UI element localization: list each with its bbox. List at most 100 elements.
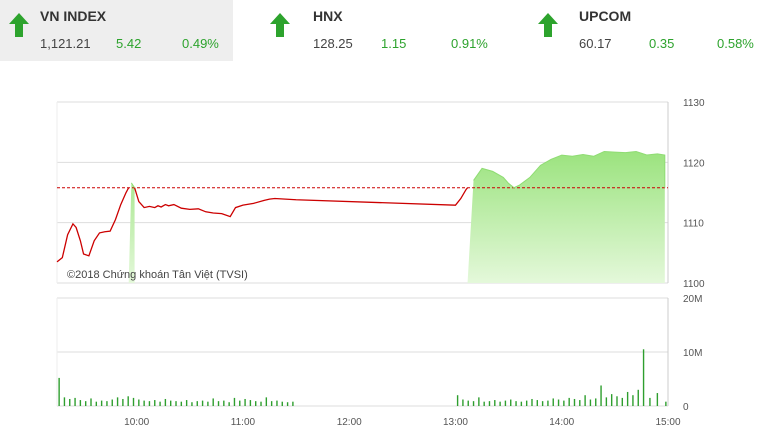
volume-bar <box>132 397 135 406</box>
volume-bar <box>488 401 491 406</box>
volume-bar <box>196 401 198 406</box>
tab-upcom[interactable]: UPCOM 60.17 0.35 0.58% <box>499 0 765 61</box>
volume-bar <box>185 400 188 406</box>
volume-axis: 20M 10M 0 <box>683 294 702 413</box>
volume-bar <box>244 398 246 406</box>
arrow-up-icon <box>9 13 29 37</box>
volume-bar <box>525 400 528 406</box>
volume-bar <box>90 398 92 406</box>
volume-bar <box>111 399 113 406</box>
price-tick-label: 1120 <box>683 158 705 169</box>
index-tabs: VN INDEX 1,121.21 5.42 0.49% HNX 128.25 … <box>0 0 765 61</box>
volume-bar <box>499 401 501 406</box>
price-area-above-reference <box>128 151 665 283</box>
index-value: 1,121.21 <box>40 36 91 51</box>
volume-bar <box>217 401 220 406</box>
volume-bar <box>456 395 459 406</box>
volume-bar <box>84 401 87 406</box>
volume-bar <box>159 401 161 406</box>
price-line-below-reference <box>56 187 469 263</box>
volume-bar <box>276 400 278 406</box>
volume-tick-label: 20M <box>683 294 702 305</box>
volume-bar <box>175 401 177 406</box>
price-tick-label: 1130 <box>683 98 705 109</box>
volume-bar <box>265 397 268 406</box>
volume-tick-label: 10M <box>683 348 702 359</box>
volume-bar <box>579 400 581 406</box>
tab-hnx[interactable]: HNX 128.25 1.15 0.91% <box>233 0 499 61</box>
volume-bar <box>552 398 554 406</box>
index-name: UPCOM <box>579 8 632 24</box>
index-change: 1.15 <box>381 36 407 51</box>
volume-bar <box>632 395 634 406</box>
volume-bar <box>547 400 549 406</box>
volume-bar <box>504 400 507 406</box>
arrow-up-icon <box>538 13 558 37</box>
volume-bar <box>260 401 262 406</box>
price-tick-label: 1100 <box>683 279 705 290</box>
volume-bar <box>573 398 576 406</box>
volume-bar <box>520 401 523 406</box>
volume-bar <box>122 398 124 406</box>
volume-bar <box>228 402 230 406</box>
volume-bar <box>541 401 544 406</box>
volume-bar <box>207 401 209 406</box>
volume-bar <box>595 398 597 406</box>
volume-bar <box>233 397 236 406</box>
volume-bar <box>557 399 560 406</box>
time-tick-label: 10:00 <box>124 417 149 428</box>
volume-bar <box>201 400 204 406</box>
volume-bar <box>106 401 108 406</box>
intraday-chart: 1130 1120 1110 1100 ©2018 Chứng khoán Tân V… <box>56 98 705 428</box>
volume-bar <box>255 401 257 406</box>
volume-bar <box>63 397 66 406</box>
volume-bar <box>656 393 659 406</box>
volume-bar <box>589 399 592 406</box>
volume-bar <box>169 400 172 406</box>
price-axis: 1130 1120 1110 1100 <box>683 98 705 290</box>
volume-bar <box>180 401 183 406</box>
volume-bar <box>74 397 76 406</box>
volume-bar <box>584 395 586 406</box>
volume-bar <box>649 397 651 406</box>
index-name: HNX <box>313 8 343 24</box>
volume-bar <box>483 401 485 406</box>
volume-bar <box>642 349 645 406</box>
volume-tick-label: 0 <box>683 402 689 413</box>
price-tick-label: 1110 <box>683 219 704 230</box>
volume-bar <box>239 400 241 406</box>
price-line-above-reference <box>473 150 666 189</box>
time-tick-label: 15:00 <box>655 417 680 428</box>
index-percent: 0.91% <box>451 36 488 51</box>
volume-bars <box>58 349 667 406</box>
index-change: 0.35 <box>649 36 675 51</box>
chart-grid <box>56 101 669 407</box>
index-percent: 0.49% <box>182 36 219 51</box>
volume-bar <box>510 399 512 406</box>
time-tick-label: 11:00 <box>231 417 256 428</box>
copyright-text: ©2018 Chứng khoán Tân Việt (TVSI) <box>67 269 248 281</box>
volume-bar <box>164 398 167 406</box>
volume-bar <box>637 389 639 406</box>
volume-bar <box>568 397 570 406</box>
volume-bar <box>79 400 82 406</box>
price-line-above-reference <box>130 182 136 188</box>
volume-bar <box>270 401 273 406</box>
volume-bar <box>286 402 289 406</box>
volume-bar <box>616 396 618 406</box>
time-tick-label: 13:00 <box>443 417 468 428</box>
volume-bar <box>191 402 193 406</box>
volume-bar <box>148 401 151 406</box>
volume-bar <box>515 401 517 406</box>
volume-bar <box>95 401 98 406</box>
volume-bar <box>610 394 613 406</box>
index-change: 5.42 <box>116 36 142 51</box>
volume-bar <box>621 397 624 406</box>
volume-bar <box>138 399 140 406</box>
volume-bar <box>467 400 469 406</box>
volume-bar <box>249 400 252 406</box>
index-percent: 0.58% <box>717 36 754 51</box>
tab-vn-index[interactable]: VN INDEX 1,121.21 5.42 0.49% <box>0 0 233 61</box>
arrow-up-icon <box>270 13 290 37</box>
volume-bar <box>58 377 60 406</box>
